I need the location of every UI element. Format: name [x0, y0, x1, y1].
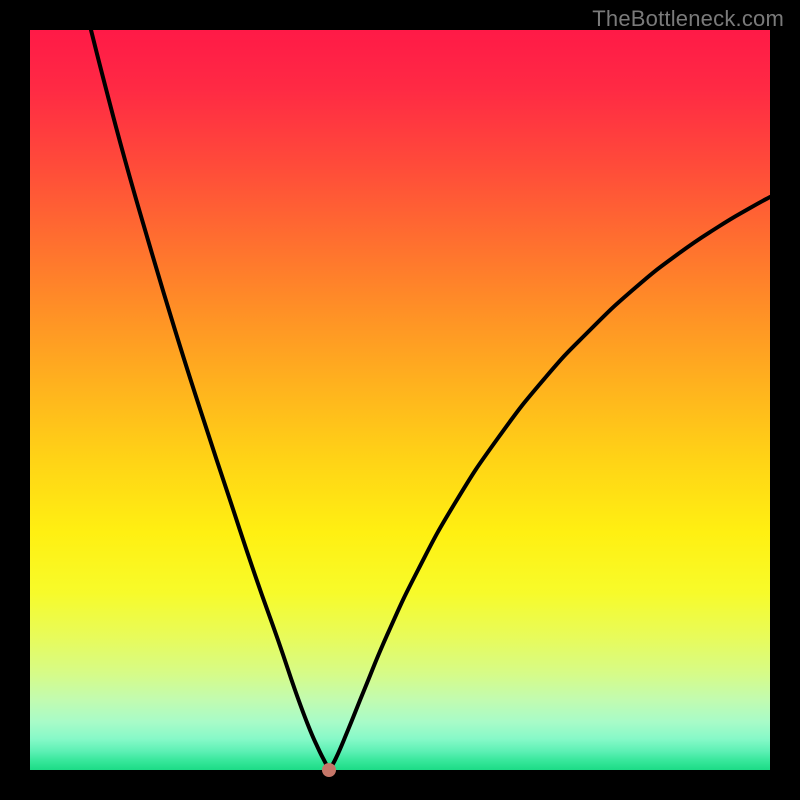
bottleneck-curve	[30, 30, 770, 770]
plot-area	[30, 30, 770, 770]
optimum-marker	[322, 763, 336, 777]
watermark-text: TheBottleneck.com	[592, 6, 784, 32]
